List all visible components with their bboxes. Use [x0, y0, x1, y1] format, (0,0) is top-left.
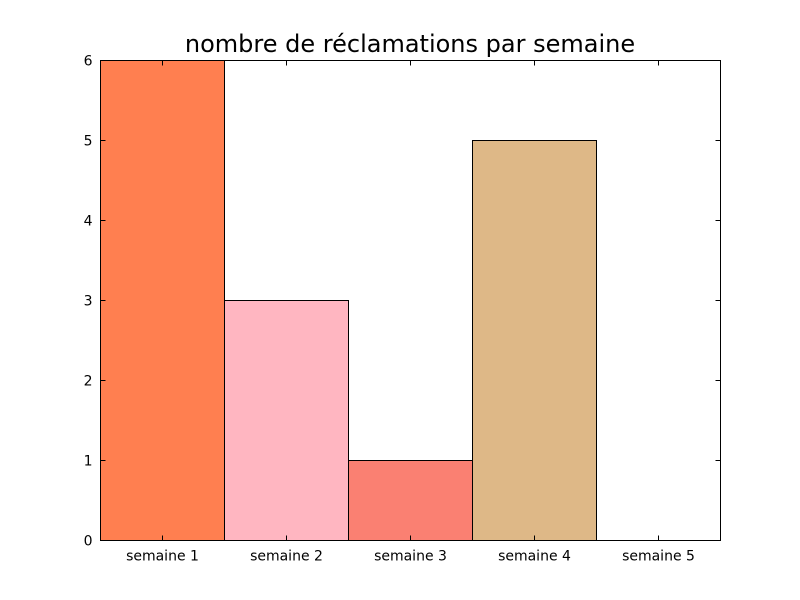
- x-tick-label-1: semaine 1: [126, 549, 199, 565]
- y-tick-label-6: 6: [84, 54, 93, 70]
- bars-layer: [100, 60, 597, 541]
- x-tick-label-4: semaine 4: [498, 549, 571, 565]
- x-tick-label-2: semaine 2: [250, 549, 323, 565]
- y-tick-label-3: 3: [84, 294, 93, 310]
- bar-4: [472, 140, 597, 541]
- y-tick-label-1: 1: [84, 454, 93, 470]
- y-tick-label-4: 4: [84, 214, 93, 230]
- x-tick-label-5: semaine 5: [622, 549, 695, 565]
- bar-2: [224, 300, 349, 541]
- y-tick-label-0: 0: [84, 534, 93, 550]
- ticks-layer: [100, 60, 721, 541]
- bar-3: [348, 460, 473, 541]
- x-tick-label-3: semaine 3: [374, 549, 447, 565]
- bar-1: [100, 60, 225, 541]
- y-tick-label-5: 5: [84, 134, 93, 150]
- labels-layer: 0 1 2 3 4 5 6 semaine 1 semaine 2 semaine 3 semain…: [84, 54, 695, 565]
- y-tick-label-2: 2: [84, 374, 93, 390]
- chart-title: nombre de réclamations par semaine: [185, 30, 635, 58]
